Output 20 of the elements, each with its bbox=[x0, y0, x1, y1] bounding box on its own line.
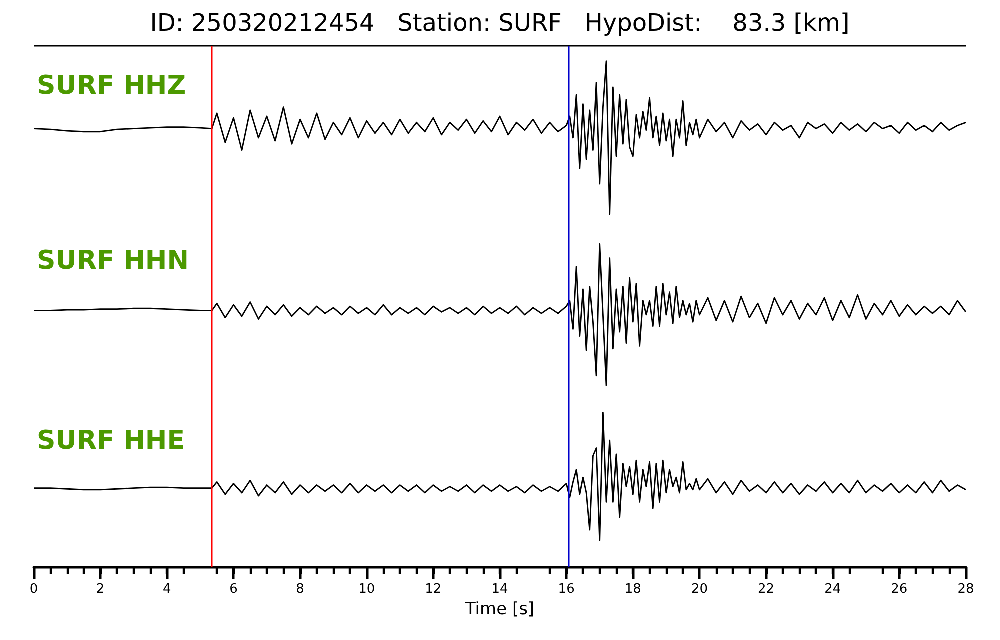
x-tick-label: 28 bbox=[958, 582, 974, 597]
annotation: SURF HHN bbox=[37, 246, 189, 276]
x-tick-label: 10 bbox=[358, 582, 376, 597]
x-tick-label: 22 bbox=[758, 582, 775, 597]
x-tick-label: 24 bbox=[824, 582, 842, 597]
chart-title: ID: 250320212454 Station: SURF HypoDist: 83.3 [km] bbox=[150, 9, 850, 37]
x-tick-label: 0 bbox=[30, 582, 38, 597]
x-tick-label: 20 bbox=[691, 582, 708, 597]
x-tick-label: 12 bbox=[425, 582, 442, 597]
annotation: SURF HHZ bbox=[37, 71, 186, 101]
annotation: SURF HHE bbox=[37, 426, 185, 456]
x-tick-label: 18 bbox=[624, 582, 642, 597]
x-tick-label: 14 bbox=[492, 582, 508, 597]
x-tick-label: 8 bbox=[296, 582, 304, 597]
x-tick-label: 6 bbox=[230, 582, 238, 597]
x-tick-label: 26 bbox=[891, 582, 908, 597]
x-tick-label: 4 bbox=[163, 582, 172, 597]
x-tick-label: 2 bbox=[96, 582, 105, 597]
x-tick-label: 16 bbox=[558, 582, 575, 597]
x-axis-title: Time [s] bbox=[464, 599, 535, 620]
